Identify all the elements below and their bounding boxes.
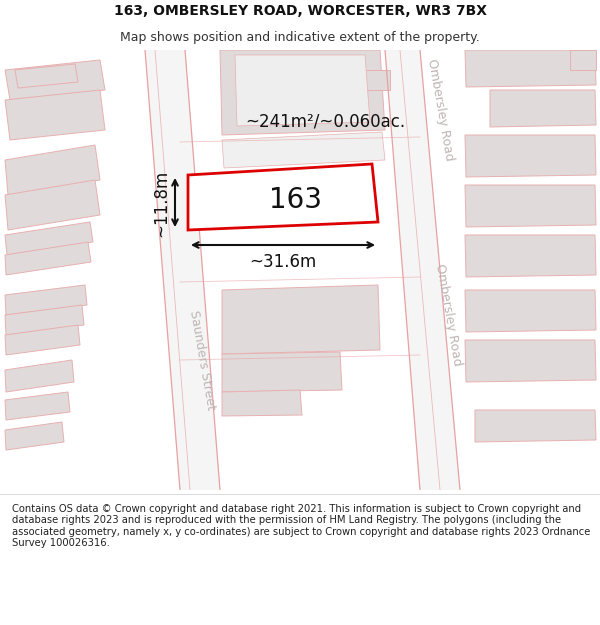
Polygon shape (220, 50, 385, 135)
Polygon shape (5, 325, 80, 355)
Polygon shape (365, 70, 390, 90)
Polygon shape (5, 242, 91, 275)
Polygon shape (15, 64, 78, 88)
Polygon shape (5, 422, 64, 450)
Polygon shape (222, 285, 380, 354)
Polygon shape (465, 185, 596, 227)
Polygon shape (5, 90, 105, 140)
Polygon shape (465, 50, 596, 87)
Polygon shape (5, 392, 70, 420)
Polygon shape (570, 50, 596, 70)
Polygon shape (465, 135, 596, 177)
Polygon shape (5, 305, 84, 335)
Text: Ombersley Road: Ombersley Road (433, 263, 463, 367)
Polygon shape (5, 180, 100, 230)
Polygon shape (5, 360, 74, 392)
Text: 163: 163 (269, 186, 322, 214)
Text: ~31.6m: ~31.6m (250, 253, 317, 271)
Polygon shape (465, 340, 596, 382)
Polygon shape (5, 285, 87, 315)
Polygon shape (475, 410, 596, 442)
Polygon shape (222, 132, 385, 168)
Text: ~11.8m: ~11.8m (152, 169, 170, 237)
Text: Map shows position and indicative extent of the property.: Map shows position and indicative extent… (120, 31, 480, 44)
Polygon shape (5, 60, 105, 100)
Polygon shape (145, 50, 220, 490)
Polygon shape (188, 164, 378, 230)
Polygon shape (222, 390, 302, 416)
Text: Ombersley Road: Ombersley Road (425, 58, 455, 162)
Text: ~241m²/~0.060ac.: ~241m²/~0.060ac. (245, 113, 405, 131)
Polygon shape (5, 145, 100, 195)
Polygon shape (385, 50, 460, 490)
Polygon shape (465, 235, 596, 277)
Polygon shape (222, 352, 342, 392)
Polygon shape (490, 90, 596, 127)
Polygon shape (5, 222, 93, 255)
Text: Contains OS data © Crown copyright and database right 2021. This information is : Contains OS data © Crown copyright and d… (12, 504, 590, 548)
Polygon shape (465, 290, 596, 332)
Polygon shape (235, 55, 370, 126)
Text: Saunders Street: Saunders Street (187, 309, 217, 411)
Text: 163, OMBERSLEY ROAD, WORCESTER, WR3 7BX: 163, OMBERSLEY ROAD, WORCESTER, WR3 7BX (113, 4, 487, 18)
